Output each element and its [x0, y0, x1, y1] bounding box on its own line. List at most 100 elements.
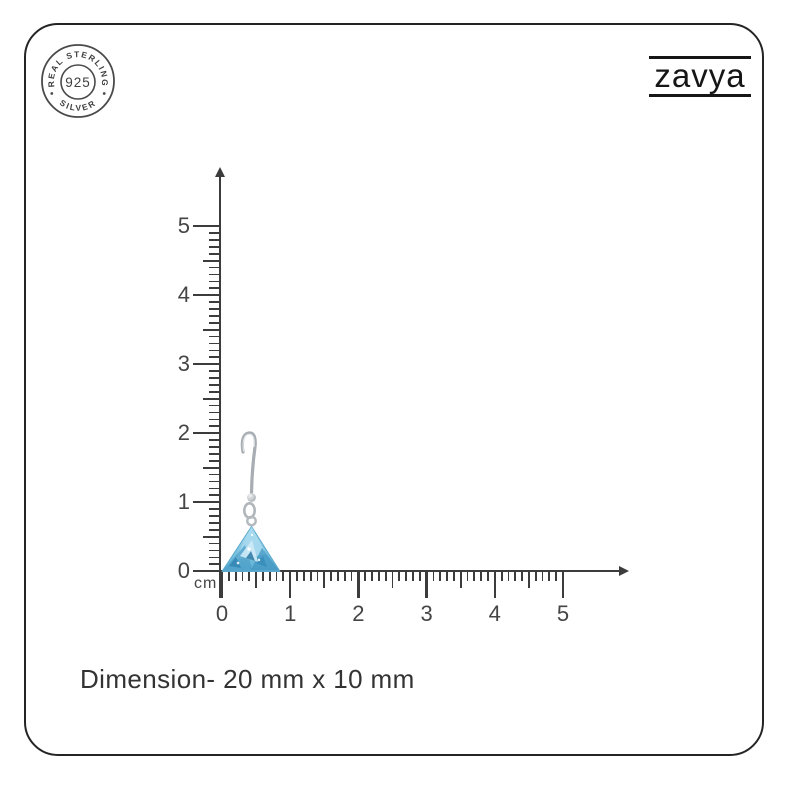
brand-wordmark: zavya	[654, 57, 746, 94]
x-axis-tick	[541, 570, 544, 581]
x-axis-tick-label: 2	[352, 601, 365, 626]
x-axis-tick	[555, 570, 558, 581]
y-axis-tick	[209, 487, 222, 490]
y-axis-tick	[193, 501, 222, 504]
x-axis-tick	[412, 570, 414, 581]
x-axis-tick	[227, 570, 230, 581]
x-axis-tick	[452, 570, 455, 581]
x-axis-tick	[507, 570, 510, 581]
x-axis-tick-label: 3	[420, 601, 433, 626]
y-axis-tick	[209, 280, 222, 283]
brand-logo: zavya	[649, 56, 751, 97]
badge-right-dot-icon	[102, 92, 106, 95]
y-axis-tick	[209, 549, 222, 552]
y-axis-tick-label: 4	[177, 282, 190, 308]
x-axis-tick	[528, 570, 530, 588]
y-axis-tick	[209, 384, 222, 386]
x-axis-tick	[514, 570, 517, 581]
y-axis-tick	[193, 294, 222, 297]
x-axis-tick	[405, 570, 408, 581]
x-axis-tick	[343, 570, 346, 581]
y-axis-tick	[209, 370, 222, 372]
y-axis-tick	[209, 356, 222, 359]
y-axis-tick	[209, 266, 222, 269]
x-axis-tick	[309, 570, 312, 581]
y-axis-tick-label: 1	[177, 489, 190, 515]
y-axis-tick	[209, 480, 222, 483]
x-axis-tick	[398, 570, 401, 581]
x-axis-tick	[248, 570, 251, 581]
x-axis-tick	[241, 570, 244, 581]
x-axis-tick	[534, 570, 537, 581]
y-axis-tick	[209, 453, 222, 455]
y-axis-tick	[203, 466, 222, 469]
x-axis-tick	[262, 570, 264, 581]
y-axis-tick	[209, 459, 222, 462]
x-axis-tick-label: 0	[215, 601, 229, 626]
y-axis-tick	[209, 522, 222, 524]
y-axis-tick	[193, 570, 222, 573]
x-axis-tick	[561, 570, 565, 598]
y-axis-line	[219, 176, 222, 598]
y-axis-tick	[209, 542, 222, 545]
y-axis-tick	[209, 515, 222, 517]
y-axis-tick-label: 0	[177, 558, 190, 584]
x-axis-tick	[548, 570, 551, 581]
x-axis-tick	[418, 570, 421, 581]
x-axis-tick	[473, 570, 476, 581]
y-axis-tick	[209, 301, 222, 303]
y-axis-tick	[203, 397, 222, 400]
dimension-caption: Dimension- 20 mm x 10 mm	[80, 664, 415, 694]
wire-ball	[247, 493, 256, 502]
x-axis-tick	[459, 570, 462, 588]
x-axis-tick	[493, 570, 496, 598]
y-axis-tick-label: 2	[177, 420, 190, 446]
x-axis-tick	[337, 570, 339, 581]
y-axis-tick	[209, 315, 222, 317]
x-axis-tick	[296, 570, 298, 581]
y-axis-tick	[209, 528, 222, 531]
badge-inner-circle	[60, 64, 96, 100]
y-axis-tick	[209, 335, 222, 338]
y-axis-tick	[209, 232, 222, 234]
y-axis-tick	[203, 328, 222, 331]
x-axis-tick	[439, 570, 442, 581]
x-axis-arrow-icon	[619, 565, 629, 576]
y-axis-tick	[209, 342, 222, 345]
y-axis-tick	[209, 508, 222, 510]
badge-left-dot-icon	[50, 92, 54, 95]
y-axis-tick	[209, 390, 222, 393]
y-axis-tick	[209, 349, 222, 352]
x-axis-tick	[275, 570, 278, 581]
ear-wire	[240, 431, 257, 527]
y-axis-tick	[209, 308, 222, 310]
x-axis-tick	[500, 570, 503, 581]
x-axis-tick	[323, 570, 326, 588]
y-axis-tick	[209, 377, 222, 379]
sterling-925-badge: REAL STERLING SILVER 925	[41, 44, 115, 118]
y-axis-tick	[209, 246, 222, 248]
x-axis-tick	[289, 570, 292, 598]
y-axis-tick	[193, 432, 222, 435]
y-axis-arrow-icon	[215, 167, 225, 177]
x-axis-tick	[282, 570, 285, 581]
stone-bail-ring	[246, 515, 257, 527]
badge-outer-circle	[41, 44, 115, 118]
y-axis-tick	[209, 473, 222, 476]
x-axis-tick	[255, 570, 257, 588]
y-axis-tick	[209, 321, 222, 324]
card-border	[24, 23, 764, 756]
x-axis-tick	[384, 570, 387, 581]
x-axis-tick	[446, 570, 448, 581]
y-axis-tick	[209, 425, 222, 428]
x-axis-tick	[350, 570, 353, 581]
jump-ring	[243, 501, 257, 519]
x-axis-tick	[480, 570, 483, 581]
x-axis-tick	[466, 570, 469, 581]
x-axis-tick	[432, 570, 435, 581]
x-axis-tick-label: 4	[488, 601, 501, 626]
y-axis-tick	[209, 239, 222, 241]
x-axis-tick	[377, 570, 380, 581]
x-axis-tick	[268, 570, 271, 581]
